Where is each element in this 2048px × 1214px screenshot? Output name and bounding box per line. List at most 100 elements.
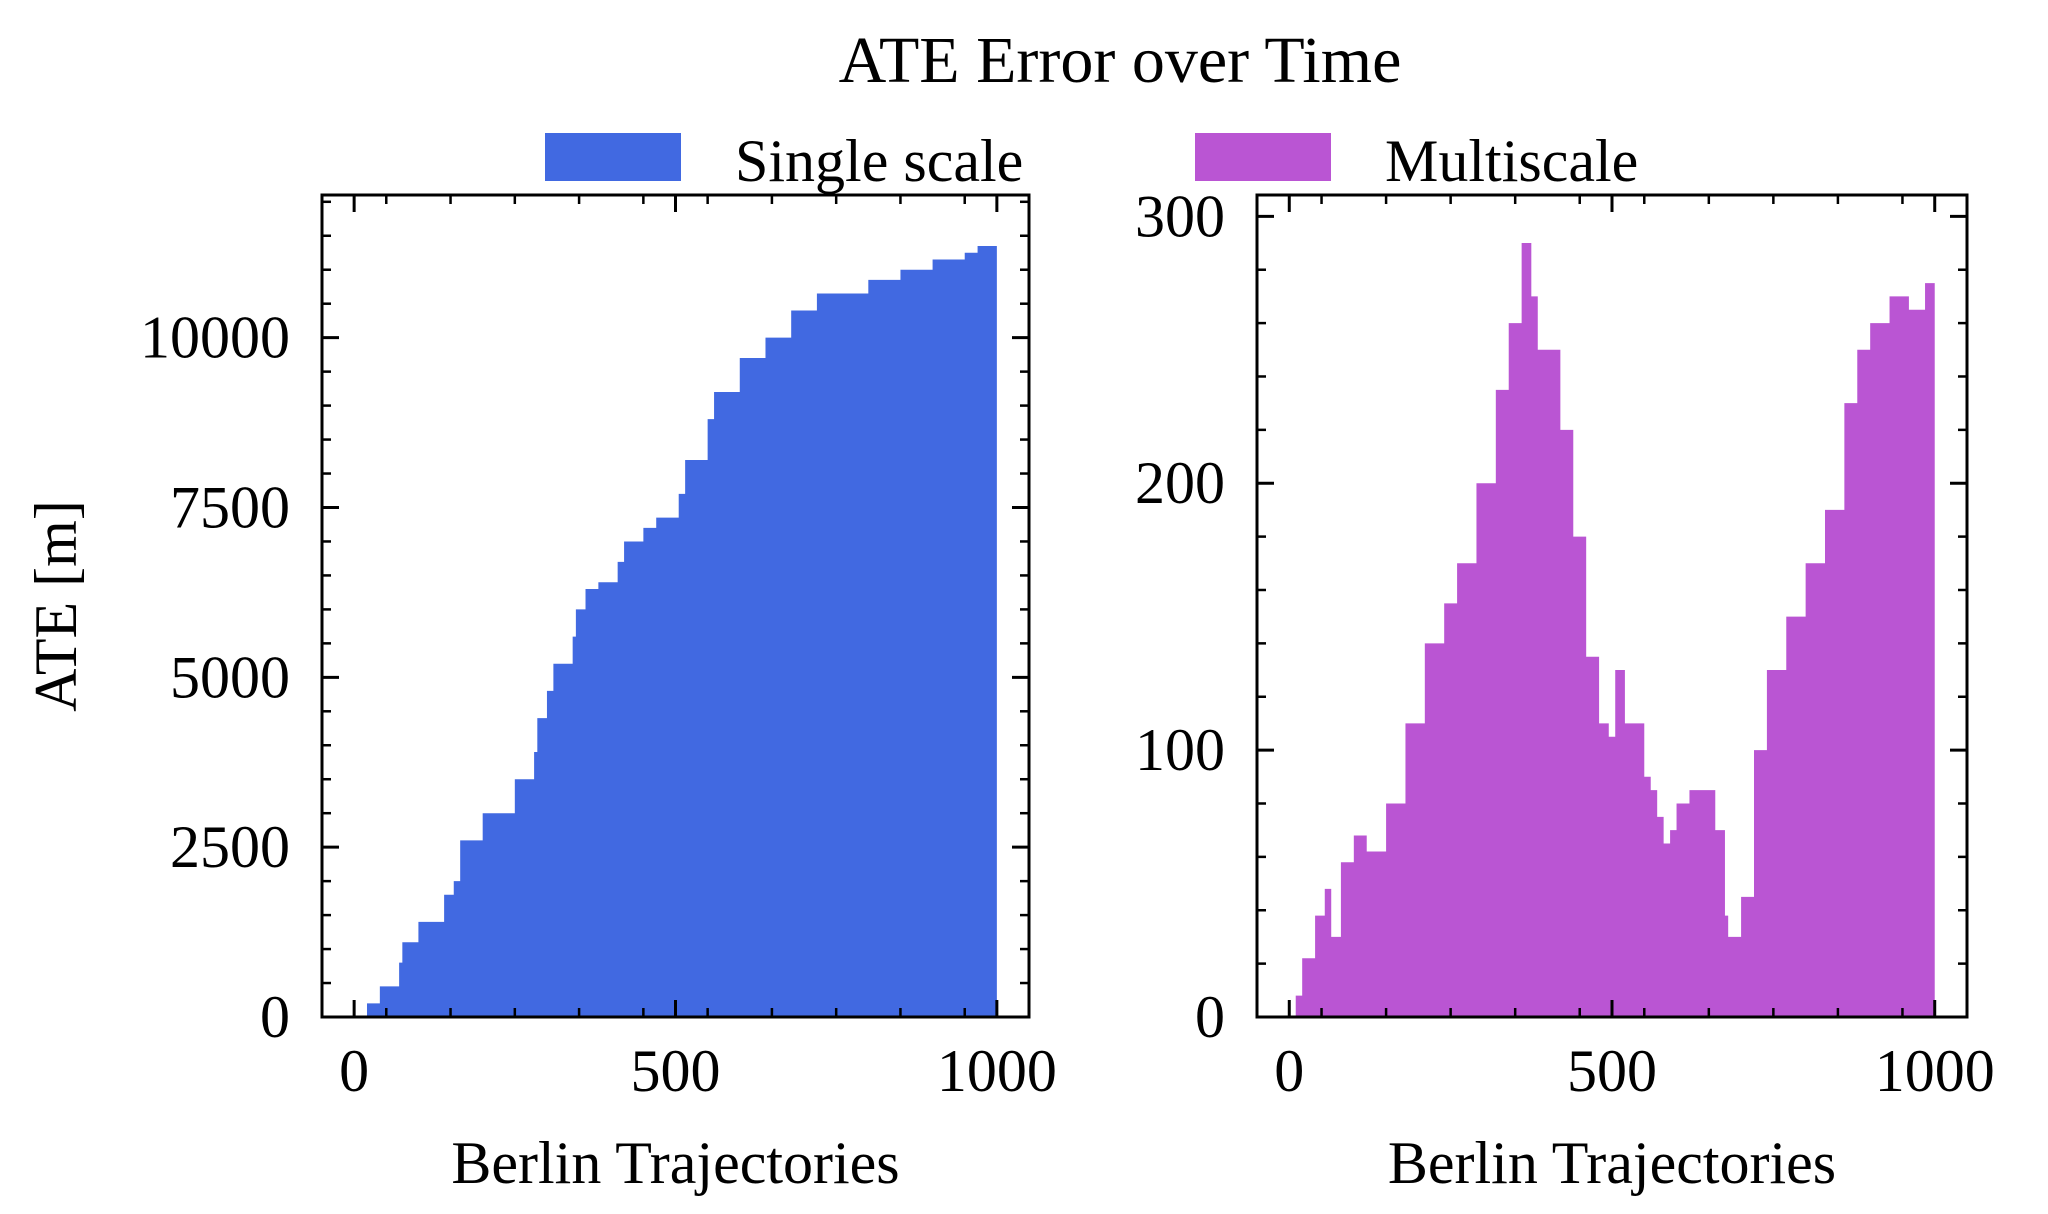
multiscale-point-44	[1843, 402, 1846, 405]
single-scale-point-11	[533, 751, 536, 754]
multiscale-point-24	[1607, 735, 1610, 738]
single-scale-point-17	[584, 588, 587, 591]
x-tick-label: 500	[1567, 1038, 1657, 1104]
multiscale-point-22	[1585, 655, 1588, 658]
chart-title: ATE Error over Time	[839, 24, 1402, 97]
multiscale-point-36	[1723, 914, 1726, 917]
multiscale-point-30	[1662, 842, 1665, 845]
multiscale-point-3	[1323, 887, 1326, 890]
single-scale-point-9	[481, 812, 484, 815]
single-scale-point-4	[401, 941, 404, 944]
multiscale-point-37	[1727, 935, 1730, 938]
y-tick-label: 7500	[170, 474, 290, 540]
multiscale-point-25	[1614, 669, 1617, 672]
multiscale-point-43	[1824, 508, 1827, 511]
multiscale-point-31	[1669, 829, 1672, 832]
multiscale-point-21	[1572, 535, 1575, 538]
single-scale-point-19	[616, 560, 619, 563]
multiscale-point-41	[1785, 615, 1788, 618]
single-scale-point-15	[571, 635, 574, 638]
multiscale-point-34	[1701, 789, 1704, 792]
x-tick-label: 0	[1274, 1038, 1304, 1104]
multiscale-point-35	[1714, 829, 1717, 832]
single-scale-point-6	[443, 893, 446, 896]
single-scale-point-31	[867, 278, 870, 281]
multiscale-point-2	[1314, 914, 1317, 917]
single-scale-point-25	[706, 418, 709, 421]
x-tick-label: 1000	[937, 1038, 1057, 1104]
multiscale-point-1	[1301, 957, 1304, 960]
multiscale-point-10	[1423, 642, 1426, 645]
single-scale-point-30	[815, 292, 818, 295]
multiscale-point-45	[1856, 348, 1859, 351]
y-tick-label: 200	[1135, 450, 1225, 516]
multiscale-point-8	[1385, 802, 1388, 805]
multiscale-point-28	[1649, 789, 1652, 792]
multiscale-point-48	[1907, 308, 1910, 311]
multiscale-point-27	[1643, 775, 1646, 778]
x-tick-label: 500	[631, 1038, 721, 1104]
single-scale-point-35	[976, 244, 979, 247]
multiscale-panel: 0 500 1000 0 100 200 300 Berlin Trajectories	[1135, 183, 1995, 1196]
multiscale-point-7	[1365, 850, 1368, 853]
y-tick-label: 0	[260, 984, 290, 1050]
single-scale-point-21	[642, 526, 645, 529]
legend-label-single-scale: Single scale	[735, 128, 1023, 194]
y-tick-label: 5000	[170, 644, 290, 710]
legend: Single scale Multiscale	[545, 128, 1638, 194]
multiscale-point-9	[1404, 722, 1407, 725]
single-scale-point-27	[738, 357, 741, 360]
multiscale-point-38	[1740, 895, 1743, 898]
legend-swatch-multiscale	[1195, 133, 1331, 181]
multiscale-point-15	[1507, 322, 1510, 325]
single-scale-point-12	[536, 717, 539, 720]
multiscale-point-5	[1339, 861, 1342, 864]
single-scale-point-14	[552, 662, 555, 665]
multiscale-point-19	[1546, 348, 1549, 351]
single-scale-point-7	[452, 880, 455, 883]
single-scale-point-28	[764, 336, 767, 339]
legend-swatch-single-scale	[545, 133, 681, 181]
multiscale-point-33	[1688, 789, 1691, 792]
single-scale-point-22	[655, 516, 658, 519]
single-scale-area	[360, 239, 997, 1017]
single-scale-point-36	[995, 238, 998, 241]
single-scale-point-26	[713, 391, 716, 394]
single-scale-point-3	[398, 961, 401, 964]
multiscale-point-39	[1753, 749, 1756, 752]
multiscale-point-18	[1536, 348, 1539, 351]
multiscale-point-42	[1804, 562, 1807, 565]
single-scale-point-29	[790, 309, 793, 312]
single-scale-point-20	[623, 540, 626, 543]
multiscale-point-50	[1933, 255, 1936, 258]
single-scale-point-33	[931, 258, 934, 261]
single-scale-point-10	[513, 778, 516, 781]
single-scale-point-34	[963, 251, 966, 254]
single-scale-point-16	[574, 608, 577, 611]
multiscale-point-29	[1656, 815, 1659, 818]
single-scale-point-24	[684, 458, 687, 461]
single-scale-point-1	[365, 1002, 368, 1005]
multiscale-point-4	[1330, 935, 1333, 938]
multiscale-point-32	[1675, 802, 1678, 805]
multiscale-point-49	[1924, 282, 1927, 285]
multiscale-point-26	[1623, 722, 1626, 725]
multiscale-point-23	[1598, 722, 1601, 725]
multiscale-point-11	[1443, 602, 1446, 605]
x-axis-label: Berlin Trajectories	[451, 1130, 899, 1196]
single-scale-point-18	[597, 581, 600, 584]
single-scale-point-13	[545, 689, 548, 692]
single-scale-point-8	[459, 839, 462, 842]
multiscale-point-47	[1888, 295, 1891, 298]
x-axis-label: Berlin Trajectories	[1388, 1130, 1836, 1196]
y-tick-label: 10000	[140, 305, 290, 371]
y-tick-label: 300	[1135, 183, 1225, 249]
x-tick-label: 0	[339, 1038, 369, 1104]
multiscale-point-17	[1530, 295, 1533, 298]
multiscale-area	[1295, 243, 1935, 1018]
multiscale-point-16	[1520, 242, 1523, 245]
multiscale-point-0	[1294, 994, 1297, 997]
multiscale-point-12	[1456, 562, 1459, 565]
